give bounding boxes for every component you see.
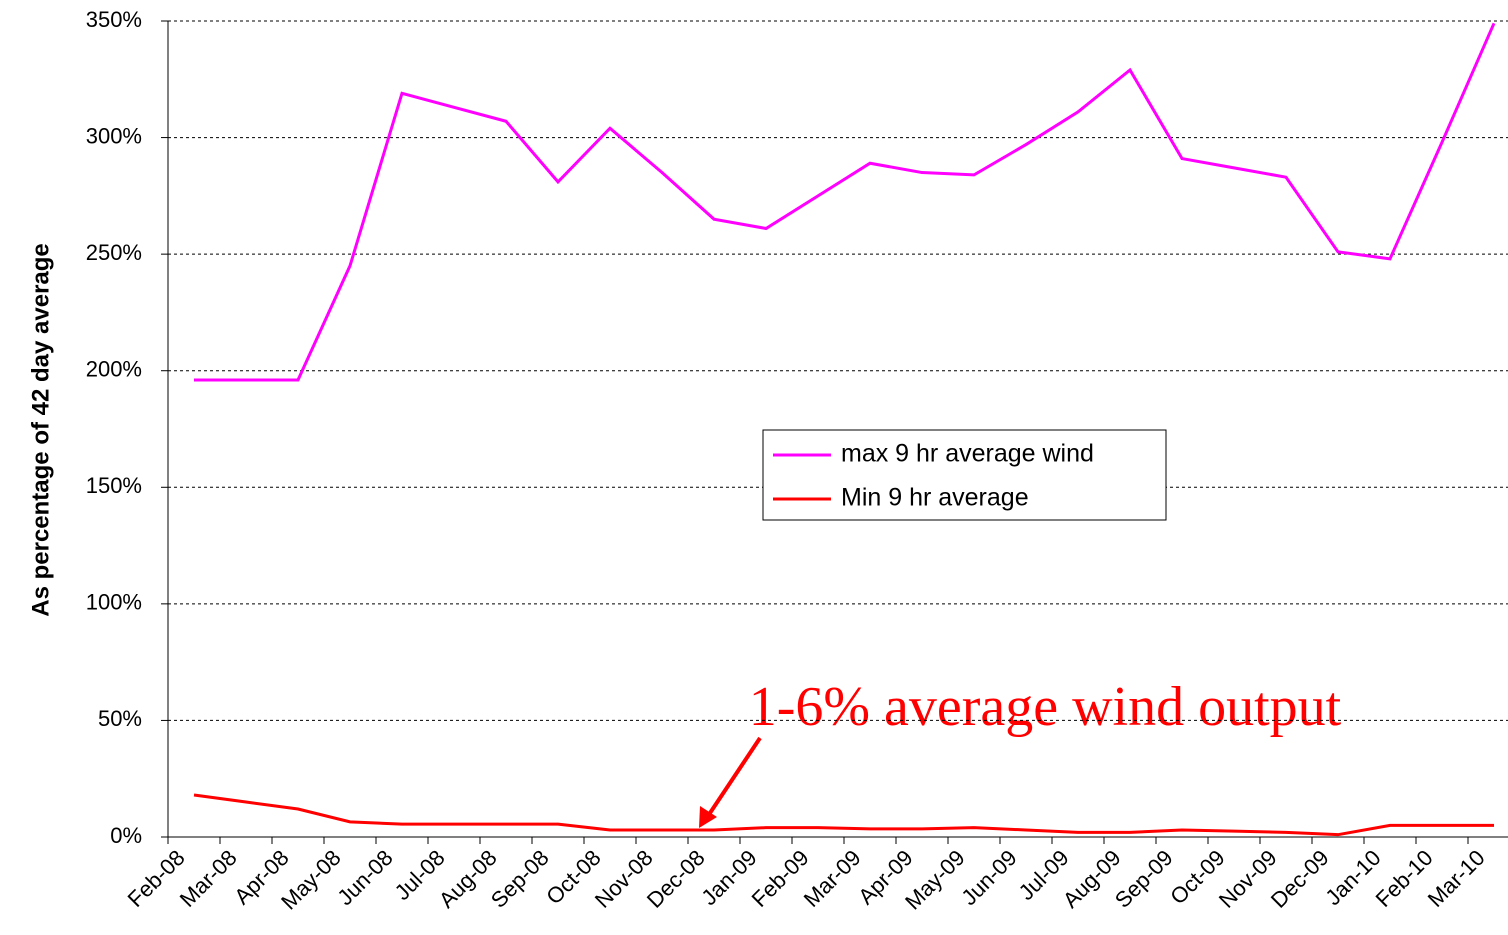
y-tick-label: 350% xyxy=(86,7,142,32)
x-tick-label: Feb-10 xyxy=(1371,845,1438,912)
annotation-arrow xyxy=(706,736,762,818)
x-tick-label: Aug-09 xyxy=(1058,845,1126,913)
x-tick-label: Mar-09 xyxy=(799,845,866,912)
x-tick-label: Feb-09 xyxy=(747,845,814,912)
annotation: 1-6% average wind output xyxy=(749,676,1342,738)
y-tick-label: 100% xyxy=(86,590,142,615)
x-tick-label: Feb-08 xyxy=(123,845,190,912)
annotation-arrowhead xyxy=(699,806,717,828)
x-tick-label: Dec-08 xyxy=(642,845,710,913)
x-tick-label: Jun-08 xyxy=(332,845,397,910)
x-tick-label: Nov-08 xyxy=(590,845,658,913)
x-tick-label: Mar-08 xyxy=(175,845,242,912)
y-tick-label: 0% xyxy=(110,823,142,848)
legend-label: max 9 hr average wind xyxy=(841,440,1094,468)
y-tick-label: 50% xyxy=(98,706,142,731)
y-tick-label: 200% xyxy=(86,357,142,382)
y-tick-label: 150% xyxy=(86,473,142,498)
x-tick-label: Sep-09 xyxy=(1110,845,1178,913)
legend-label: Min 9 hr average xyxy=(841,484,1029,512)
x-tick-label: Mar-10 xyxy=(1423,845,1490,912)
series-line xyxy=(194,22,1496,382)
y-tick-label: 300% xyxy=(86,123,142,148)
legend-box xyxy=(762,429,1167,521)
x-tick-label: Aug-08 xyxy=(434,845,502,913)
x-tick-label: Jun-09 xyxy=(956,845,1021,910)
x-tick-label: May-08 xyxy=(276,845,346,915)
x-tick-label: Nov-09 xyxy=(1214,845,1282,913)
x-tick-label: Dec-09 xyxy=(1266,845,1334,913)
x-tick-label: May-09 xyxy=(900,845,970,915)
y-tick-label: 250% xyxy=(86,240,142,265)
x-tick-label: Sep-08 xyxy=(486,845,554,913)
series-line xyxy=(193,793,1494,837)
y-axis-label: As percentage of 42 day average xyxy=(27,243,54,617)
